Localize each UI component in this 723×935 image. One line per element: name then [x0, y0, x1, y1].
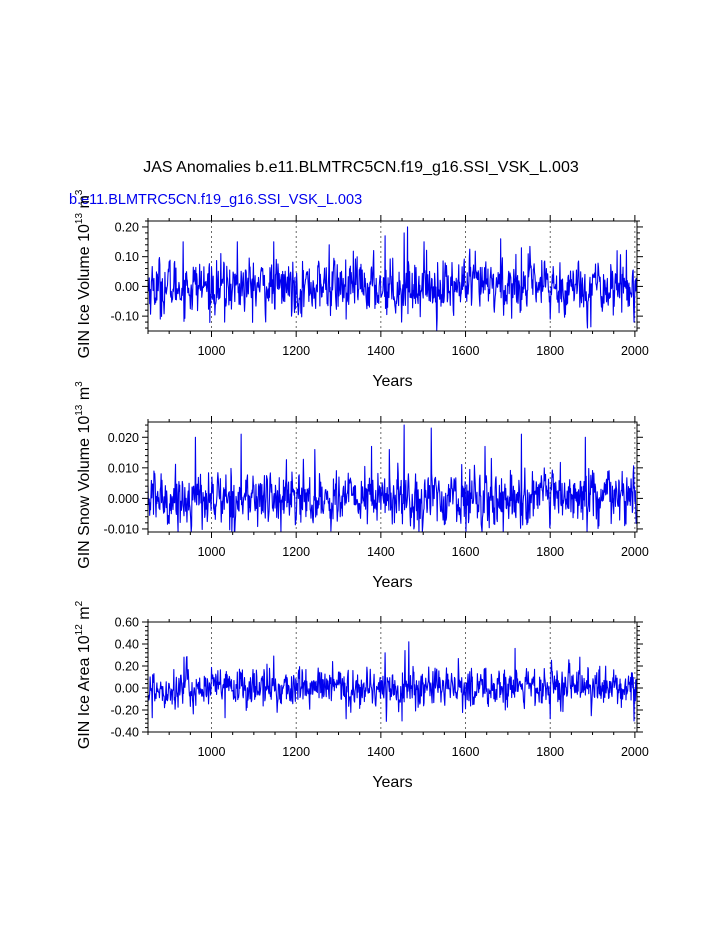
- x-tick-label: 2000: [621, 344, 649, 358]
- x-tick-label: 1800: [536, 344, 564, 358]
- y-tick-label: 0.60: [115, 616, 139, 630]
- y-tick-label: -0.40: [111, 726, 140, 740]
- y-tick-label: -0.010: [104, 522, 139, 536]
- panel-ice-area: 1000 1200 1400 1600 1800 2000 -0.40 -0.20 0.00 0.…: [74, 600, 649, 791]
- y-axis-unit: m: [76, 195, 93, 213]
- y-axis-label-text: GIN Ice Area 10: [76, 635, 93, 749]
- x-tick-label: 1800: [536, 745, 564, 759]
- y-tick-label: -0.20: [111, 704, 140, 718]
- y-axis-unit-power: 2: [74, 600, 85, 606]
- y-tick-label: 0.010: [108, 461, 139, 475]
- x-tick-label: 1400: [367, 545, 395, 559]
- y-axis-label-text: GIN Snow Volume 10: [76, 416, 93, 569]
- figure-subtitle: b.e11.BLMTRC5CN.f19_g16.SSI_VSK_L.003: [69, 192, 362, 208]
- x-axis-label: Years: [372, 774, 412, 791]
- x-tick-label: 1000: [198, 745, 226, 759]
- x-tick-label: 1000: [198, 545, 226, 559]
- figure-title: JAS Anomalies b.e11.BLMTRC5CN.f19_g16.SS…: [143, 159, 579, 176]
- y-tick-label: 0.10: [115, 250, 139, 264]
- x-tick-label: 1200: [282, 344, 310, 358]
- panel-ice-volume: 1000 1200 1400 1600 1800 2000 -0.10 0.00 0.10 0.2…: [74, 189, 649, 390]
- y-tick-label: -0.10: [111, 310, 140, 324]
- y-axis-label-text: GIN Ice Volume 10: [76, 224, 93, 358]
- y-tick-label: 0.020: [108, 431, 139, 445]
- plot-frame: [147, 621, 638, 733]
- panels: 1000 1200 1400 1600 1800 2000 -0.10 0.00 0.10 0.2…: [74, 189, 649, 791]
- y-axis-unit-power: 3: [74, 381, 85, 387]
- y-axis-unit-exponent: 12: [74, 624, 85, 636]
- y-axis-unit-exponent: 13: [74, 404, 85, 416]
- panel-snow-volume: 1000 1200 1400 1600 1800 2000 -0.010 0.000 0.010…: [74, 381, 649, 591]
- y-tick-label: 0.00: [115, 280, 139, 294]
- y-tick-label: 0.20: [115, 660, 139, 674]
- x-tick-label: 1800: [536, 545, 564, 559]
- data-series-line: [147, 226, 638, 331]
- x-axis-label: Years: [372, 373, 412, 390]
- x-tick-label: 1400: [367, 344, 395, 358]
- y-axis-label: GIN Ice Area 1012 m2: [74, 600, 93, 749]
- x-tick-label: 1200: [282, 545, 310, 559]
- y-tick-label: 0.000: [108, 492, 139, 506]
- x-axis-label: Years: [372, 574, 412, 591]
- x-tick-label: 2000: [621, 745, 649, 759]
- plot-frame: [147, 220, 638, 332]
- y-axis-label: GIN Ice Volume 1013 m3: [74, 189, 93, 358]
- y-axis-unit: m: [76, 387, 93, 405]
- x-tick-label: 1400: [367, 745, 395, 759]
- x-tick-label: 1000: [198, 344, 226, 358]
- y-axis-unit: m: [76, 606, 93, 624]
- x-tick-label: 2000: [621, 545, 649, 559]
- plot-frame: [147, 421, 638, 533]
- x-tick-label: 1200: [282, 745, 310, 759]
- y-axis-label: GIN Snow Volume 1013 m3: [74, 381, 93, 569]
- x-tick-label: 1600: [452, 745, 480, 759]
- y-tick-label: 0.40: [115, 638, 139, 652]
- y-tick-label: 0.20: [115, 220, 139, 234]
- y-axis-unit-power: 3: [74, 189, 85, 195]
- data-series-line: [147, 424, 638, 533]
- x-tick-label: 1600: [452, 545, 480, 559]
- data-series-line: [147, 641, 638, 722]
- x-tick-label: 1600: [452, 344, 480, 358]
- y-tick-label: 0.00: [115, 682, 139, 696]
- y-axis-unit-exponent: 13: [74, 213, 85, 225]
